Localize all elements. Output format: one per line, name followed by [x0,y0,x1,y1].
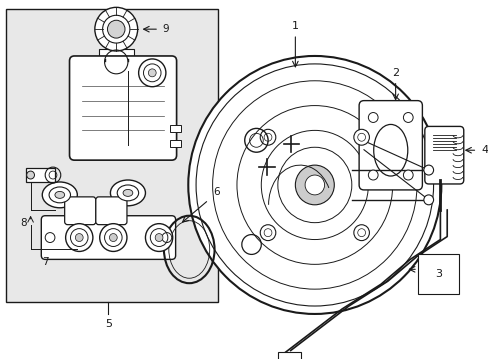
Ellipse shape [110,180,145,206]
Circle shape [102,15,130,43]
Circle shape [423,195,433,205]
Circle shape [305,175,324,195]
Circle shape [403,113,412,122]
Circle shape [27,171,35,179]
Text: 9: 9 [162,24,168,34]
Text: 7: 7 [42,257,48,267]
Circle shape [367,170,377,180]
FancyBboxPatch shape [69,56,176,160]
Circle shape [45,233,55,243]
Circle shape [95,7,138,51]
FancyBboxPatch shape [424,126,463,184]
Circle shape [65,224,93,251]
Circle shape [260,225,275,240]
Bar [169,140,181,147]
Circle shape [100,224,127,251]
FancyBboxPatch shape [41,216,175,260]
Circle shape [423,165,433,175]
Circle shape [145,224,172,251]
Circle shape [107,20,125,38]
Text: 5: 5 [105,319,112,329]
Circle shape [155,234,163,242]
Bar [99,49,134,59]
Circle shape [295,165,334,205]
Text: 8: 8 [20,218,27,228]
Circle shape [148,69,156,77]
Circle shape [353,129,368,145]
Circle shape [403,170,412,180]
Bar [26,168,55,182]
FancyBboxPatch shape [96,197,127,225]
Circle shape [104,229,122,247]
Text: 3: 3 [434,269,441,279]
Circle shape [162,233,171,243]
Text: 1: 1 [291,21,298,31]
Bar [169,125,181,132]
Circle shape [109,234,117,242]
Bar [417,255,458,294]
FancyBboxPatch shape [358,100,422,190]
Text: 2: 2 [391,68,398,78]
Text: 4: 4 [480,145,488,155]
Ellipse shape [49,187,70,203]
Bar [6,9,218,302]
Ellipse shape [123,189,133,196]
Ellipse shape [117,185,139,201]
FancyBboxPatch shape [64,197,96,225]
Ellipse shape [42,182,77,208]
Bar [277,352,301,360]
Circle shape [188,56,441,314]
Circle shape [75,234,83,242]
Circle shape [139,59,165,87]
Text: 6: 6 [213,187,220,197]
Circle shape [353,225,368,240]
Ellipse shape [55,192,64,198]
Circle shape [260,129,275,145]
Circle shape [70,229,88,247]
Circle shape [367,113,377,122]
